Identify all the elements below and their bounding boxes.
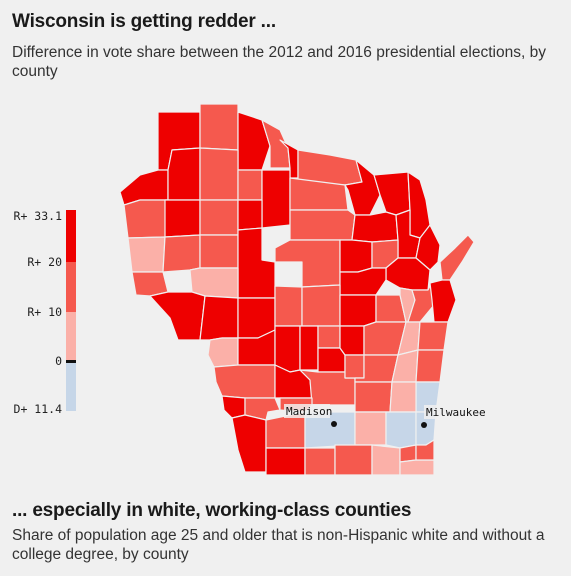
milwaukee-dot (421, 422, 427, 428)
county (265, 447, 306, 476)
madison-marker: Madison (284, 404, 337, 427)
county (339, 267, 387, 296)
county (199, 295, 239, 341)
county (221, 395, 246, 419)
county (351, 211, 399, 243)
county (237, 227, 276, 299)
legend-label-r33: R+ 33.1 (14, 209, 63, 223)
county (304, 447, 336, 476)
county (389, 381, 417, 413)
county (299, 325, 319, 371)
county (231, 414, 267, 473)
legend-zero-line (66, 360, 76, 363)
legend-label-r10: R+ 10 (27, 305, 62, 319)
county (371, 444, 401, 476)
county (417, 321, 449, 351)
county (123, 199, 169, 239)
county (415, 439, 435, 461)
county (399, 459, 435, 476)
legend-label-zero: 0 (55, 354, 62, 368)
county (207, 337, 239, 368)
county (339, 294, 377, 327)
county (261, 169, 291, 229)
county (127, 236, 166, 273)
page-title: Wisconsin is getting redder ... (12, 11, 276, 32)
county (344, 354, 365, 379)
county (164, 199, 201, 238)
county (199, 147, 239, 201)
county (339, 239, 373, 273)
county (354, 381, 393, 413)
county (131, 271, 169, 297)
county (274, 239, 341, 288)
county (199, 199, 239, 236)
legend-swatch-mid-red (66, 262, 76, 312)
legend-swatch-light-red (66, 312, 76, 360)
county (334, 444, 373, 476)
county (274, 285, 303, 327)
county (317, 325, 341, 349)
section2-title: ... especially in white, working-class c… (12, 500, 412, 521)
county (167, 147, 201, 201)
legend-label-r20: R+ 20 (27, 255, 62, 269)
county (354, 411, 387, 446)
county (317, 347, 346, 373)
madison-label-bg (284, 404, 330, 418)
county (237, 199, 263, 231)
page-subtitle: Difference in vote share between the 201… (12, 44, 546, 80)
county (439, 234, 475, 281)
county (149, 291, 206, 341)
color-legend: R+ 33.1 R+ 20 R+ 10 0 D+ 11.4 (14, 209, 76, 416)
county (407, 281, 435, 323)
county (199, 234, 239, 269)
county (237, 169, 263, 201)
county (399, 444, 417, 463)
madison-label: Madison (286, 405, 332, 418)
county (237, 111, 271, 171)
milwaukee-label: Milwaukee (426, 406, 486, 419)
county (407, 171, 431, 239)
county (301, 284, 341, 327)
county (429, 279, 457, 323)
county (385, 411, 417, 449)
county (213, 364, 276, 399)
madison-dot (331, 421, 337, 427)
milwaukee-label-bg (424, 405, 480, 419)
legend-swatch-dark-red (66, 210, 76, 262)
legend-label-d11: D+ 11.4 (14, 402, 63, 416)
county (162, 234, 201, 273)
county (415, 349, 445, 383)
county (373, 171, 411, 216)
county (339, 325, 365, 356)
wisconsin-county-map: Madison Milwaukee (119, 103, 486, 476)
county (199, 103, 239, 151)
section2-subtitle: Share of population age 25 and older tha… (12, 527, 545, 563)
county (289, 209, 356, 241)
county (274, 325, 301, 373)
milwaukee-marker: Milwaukee (421, 405, 486, 428)
legend-swatch-blue (66, 363, 76, 411)
